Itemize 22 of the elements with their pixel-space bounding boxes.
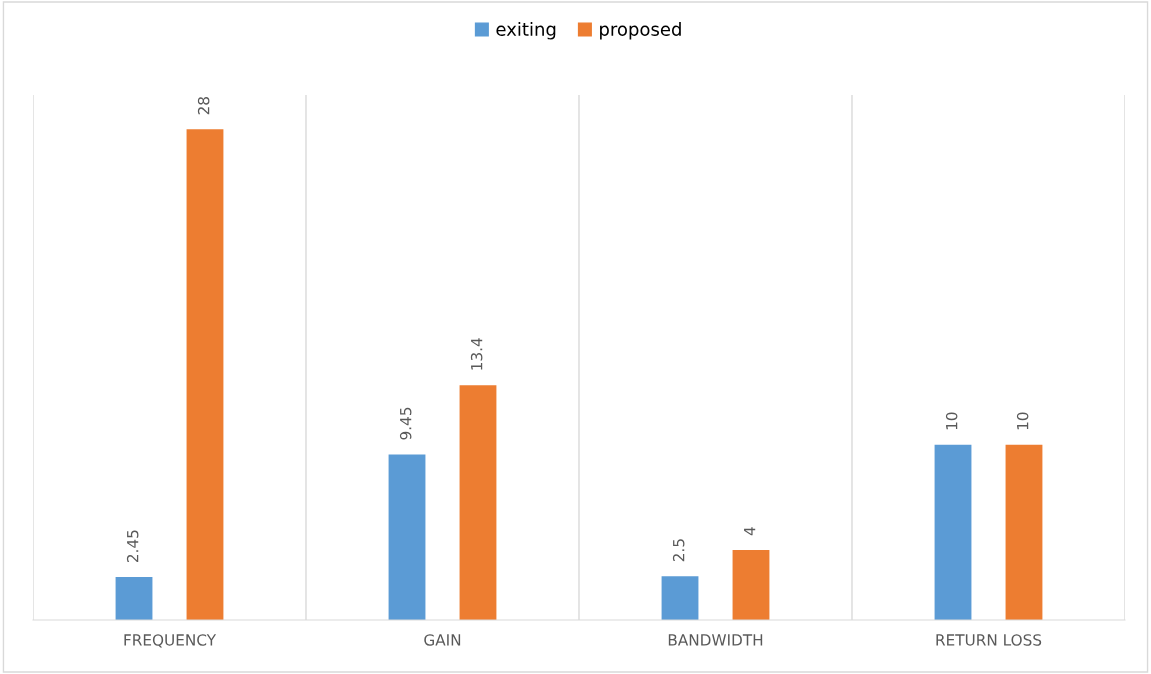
x-tick-label: BANDWIDTH: [668, 634, 763, 646]
bar: [459, 385, 497, 620]
x-tick-label: GAIN: [424, 634, 461, 646]
legend-label: proposed: [600, 22, 681, 40]
x-tick-label: RETURN LOSS: [936, 634, 1042, 646]
x-tick-label: FREQUENCY: [124, 634, 217, 648]
bar: [1005, 444, 1043, 620]
data-label: 9.45: [399, 407, 412, 440]
bar: [661, 576, 699, 620]
data-label: 10: [1016, 412, 1029, 430]
bar: [388, 454, 426, 620]
bar: [115, 577, 153, 620]
data-label: 2.5: [672, 539, 685, 562]
data-label: 4: [744, 527, 756, 536]
data-label: 2.45: [126, 530, 139, 563]
legend-label: exiting: [496, 22, 556, 40]
bar: [186, 129, 224, 620]
data-label: 13.4: [470, 338, 483, 370]
bar: [934, 444, 972, 620]
bar: [732, 549, 770, 620]
data-label: 28: [197, 97, 210, 115]
data-label: 10: [945, 412, 958, 430]
